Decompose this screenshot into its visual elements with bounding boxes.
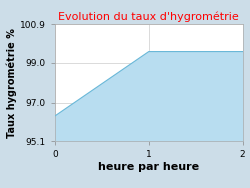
- Title: Evolution du taux d'hygrométrie: Evolution du taux d'hygrométrie: [58, 12, 239, 22]
- X-axis label: heure par heure: heure par heure: [98, 162, 199, 172]
- Y-axis label: Taux hygrométrie %: Taux hygrométrie %: [7, 28, 17, 138]
